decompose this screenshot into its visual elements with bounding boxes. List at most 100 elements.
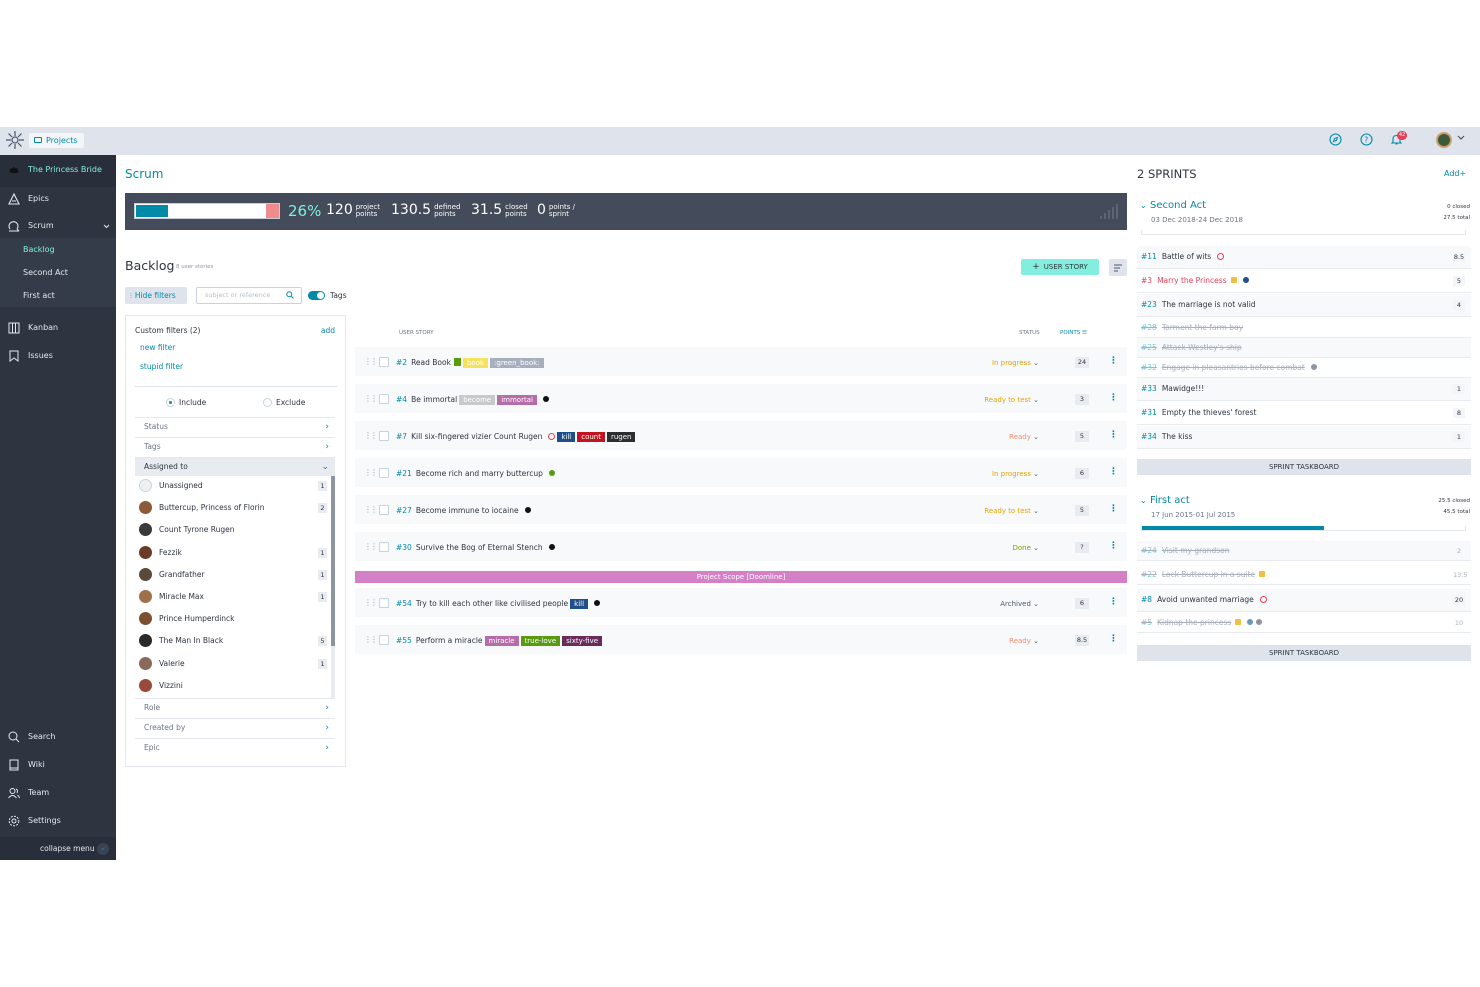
tags-toggle[interactable] <box>308 291 325 300</box>
sprint-story-ref[interactable]: #22 <box>1141 570 1157 579</box>
assignee-filter-row[interactable]: Count Tyrone Rugen <box>135 520 329 539</box>
drag-handle-icon[interactable]: ⋮⋮ <box>364 542 378 551</box>
tag-badge[interactable]: miracle <box>484 636 519 646</box>
story-status-dropdown[interactable]: Ready ⌄ <box>1009 637 1039 645</box>
sprint-story-ref[interactable]: #34 <box>1141 432 1157 441</box>
sprint-story-ref[interactable]: #31 <box>1141 408 1157 417</box>
assignee-filter-row[interactable]: Grandfather 1 <box>135 565 329 584</box>
story-ref[interactable]: #2 <box>396 358 408 367</box>
sprint-story-subject[interactable]: Kidnap the princess <box>1157 618 1232 627</box>
sidebar-item-epics[interactable]: Epics <box>0 188 116 210</box>
filter-category-epic[interactable]: Epic › <box>135 738 335 757</box>
sprint-story-subject[interactable]: Lock Buttercup in a suite <box>1161 570 1256 579</box>
story-status-dropdown[interactable]: Done ⌄ <box>1012 544 1039 552</box>
sprint-story-row[interactable]: #25 Attack Westley's ship <box>1137 338 1471 358</box>
drag-handle-icon[interactable]: ⋮⋮ <box>364 394 378 403</box>
tag-badge[interactable]: rugen <box>606 432 636 442</box>
story-subject[interactable]: Be immortal <box>411 395 458 404</box>
story-subject[interactable]: Read Book <box>411 358 451 367</box>
user-story-row[interactable]: ⋮⋮ #55 Perform a miracle miracle true-love si… <box>355 625 1127 655</box>
story-link[interactable]: #54 Try to kill each other like civilised… <box>396 599 601 609</box>
drag-handle-icon[interactable]: ⋮⋮ <box>364 431 378 440</box>
sprint-story-row[interactable]: #3 Marry the Princess 5 <box>1137 270 1471 293</box>
scrollbar-thumb[interactable] <box>331 476 335 646</box>
filter-category-assigned-to[interactable]: Assigned to ⌄ <box>135 457 335 476</box>
sprint-story-row[interactable]: #5 Kidnap the princess 10 <box>1137 613 1471 633</box>
sprint-story-subject[interactable]: Attack Westley's ship <box>1161 343 1242 352</box>
story-subject[interactable]: Become immune to iocaine <box>415 506 519 515</box>
story-link[interactable]: #55 Perform a miracle miracle true-love sixt… <box>396 636 603 646</box>
story-subject[interactable]: Try to kill each other like civilised pe… <box>415 599 569 608</box>
sprint-story-ref[interactable]: #11 <box>1141 252 1157 261</box>
sprint-story-row[interactable]: #34 The kiss 1 <box>1137 426 1471 449</box>
bulk-actions-button[interactable] <box>1109 259 1127 276</box>
story-subject[interactable]: Perform a miracle <box>415 636 483 645</box>
more-options-icon[interactable]: ⋮ <box>1109 597 1118 607</box>
sidebar-item-scrum[interactable]: Scrum <box>0 215 116 237</box>
story-checkbox[interactable] <box>379 635 389 645</box>
story-link[interactable]: #2 Read Book book:green_book: <box>396 358 544 368</box>
user-story-row[interactable]: ⋮⋮ #27 Become immune to iocaine Ready to te… <box>355 495 1127 525</box>
story-status-dropdown[interactable]: In progress ⌄ <box>992 470 1039 478</box>
story-ref[interactable]: #54 <box>396 599 412 608</box>
drag-handle-icon[interactable]: ⋮⋮ <box>364 598 378 607</box>
column-header-points[interactable]: POINTS ☰ <box>1060 330 1087 336</box>
tag-badge[interactable]: true-love <box>520 636 561 646</box>
sprint-story-row[interactable]: #23 The marriage is not valid 4 <box>1137 294 1471 317</box>
user-avatar[interactable] <box>1436 132 1452 148</box>
assignee-filter-row[interactable]: Valerie 1 <box>135 654 329 673</box>
story-checkbox[interactable] <box>379 431 389 441</box>
sprint-story-row[interactable]: #24 Visit my grandson 2 <box>1137 541 1471 561</box>
filter-category-tags[interactable]: Tags › <box>135 437 335 456</box>
story-status-dropdown[interactable]: In progress ⌄ <box>992 359 1039 367</box>
sprint-story-ref[interactable]: #28 <box>1141 323 1157 332</box>
sprint-story-ref[interactable]: #5 <box>1141 618 1153 627</box>
assignee-scrollbar[interactable] <box>331 476 335 698</box>
sprint-name[interactable]: Second Act <box>1150 200 1207 211</box>
sprint-story-ref[interactable]: #3 <box>1141 276 1153 285</box>
sprint-story-subject[interactable]: The marriage is not valid <box>1161 300 1256 309</box>
assignee-filter-row[interactable]: Miracle Max 1 <box>135 587 329 606</box>
sidebar-subitem-first-act[interactable]: First act <box>0 284 116 307</box>
more-options-icon[interactable]: ⋮ <box>1109 467 1118 477</box>
assignee-filter-row[interactable]: Buttercup, Princess of Florin 2 <box>135 498 329 517</box>
more-options-icon[interactable]: ⋮ <box>1109 393 1118 403</box>
more-options-icon[interactable]: ⋮ <box>1109 504 1118 514</box>
story-ref[interactable]: #4 <box>396 395 408 404</box>
sprint-story-subject[interactable]: Visit my grandson <box>1161 546 1230 555</box>
burndown-chart-icon[interactable] <box>1099 203 1119 220</box>
story-checkbox[interactable] <box>379 394 389 404</box>
drag-handle-icon[interactable]: ⋮⋮ <box>364 635 378 644</box>
custom-filter-link[interactable]: stupid filter <box>140 362 184 371</box>
user-story-row[interactable]: ⋮⋮ #30 Survive the Bog of Eternal Stench Do… <box>355 532 1127 562</box>
sidebar-item-kanban[interactable]: Kanban <box>0 317 116 339</box>
more-options-icon[interactable]: ⋮ <box>1109 634 1118 644</box>
sprint-story-row[interactable]: #31 Empty the thieves' forest 8 <box>1137 402 1471 425</box>
chevron-down-icon[interactable]: ⌄ <box>1140 496 1147 505</box>
story-link[interactable]: #30 Survive the Bog of Eternal Stench <box>396 543 555 552</box>
sidebar-item-team[interactable]: Team <box>0 782 116 804</box>
more-options-icon[interactable]: ⋮ <box>1109 356 1118 366</box>
add-custom-filter-link[interactable]: add <box>320 326 335 335</box>
sprint-taskboard-button[interactable]: SPRINT TASKBOARD <box>1137 459 1471 475</box>
sidebar-item-search[interactable]: Search <box>0 726 116 748</box>
help-icon[interactable]: ? <box>1360 133 1373 146</box>
search-input[interactable]: subject or reference <box>196 287 302 304</box>
story-status-dropdown[interactable]: Ready ⌄ <box>1009 433 1039 441</box>
sprint-story-row[interactable]: #22 Lock Buttercup in a suite 13.5 <box>1137 565 1471 585</box>
story-points[interactable]: 3 <box>1075 394 1089 405</box>
sidebar-item-settings[interactable]: Settings <box>0 810 116 832</box>
user-story-row[interactable]: ⋮⋮ #4 Be immortal become immortal Ready to te… <box>355 384 1127 414</box>
story-checkbox[interactable] <box>379 598 389 608</box>
more-options-icon[interactable]: ⋮ <box>1109 541 1118 551</box>
story-link[interactable]: #21 Become rich and marry buttercup <box>396 469 555 478</box>
sprint-story-ref[interactable]: #25 <box>1141 343 1157 352</box>
story-status-dropdown[interactable]: Ready to test ⌄ <box>984 396 1039 404</box>
sidebar-project[interactable]: The Princess Bride <box>0 155 116 187</box>
add-sprint-button[interactable]: Add+ <box>1444 169 1467 178</box>
user-story-row[interactable]: ⋮⋮ #2 Read Book book:green_book: In progress… <box>355 347 1127 377</box>
sprint-story-ref[interactable]: #24 <box>1141 546 1157 555</box>
sprint-story-subject[interactable]: Mawidge!!! <box>1161 384 1205 393</box>
story-link[interactable]: #4 Be immortal become immortal <box>396 395 549 405</box>
tag-badge[interactable]: :green_book: <box>490 358 544 368</box>
